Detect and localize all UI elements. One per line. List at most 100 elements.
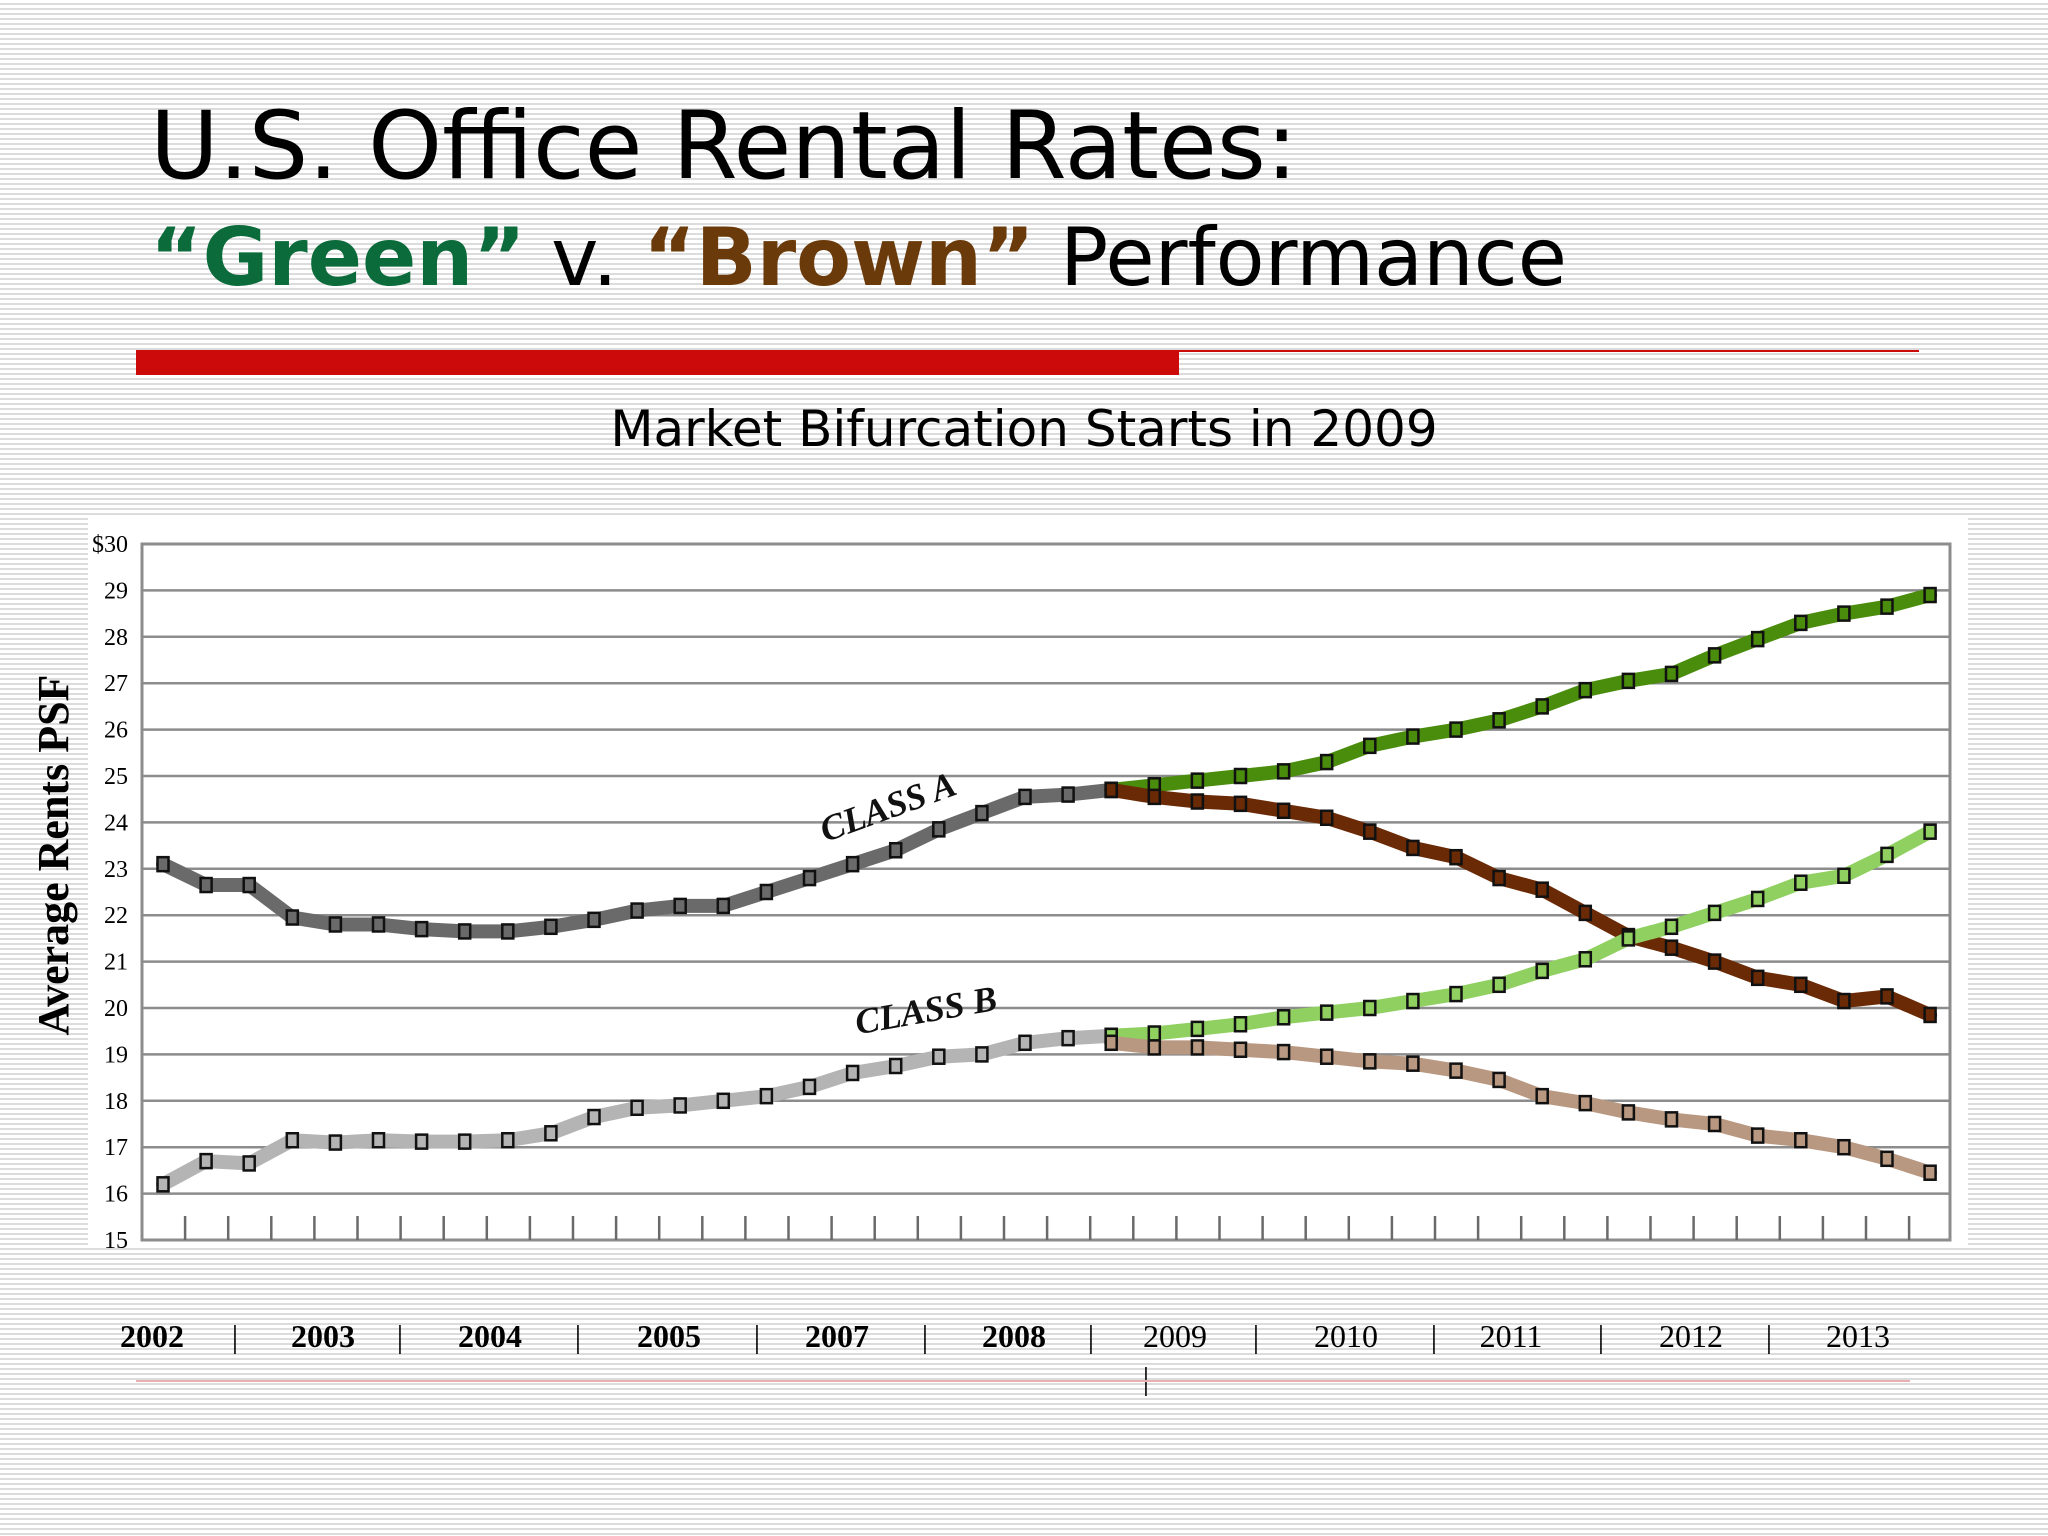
data-point: [1664, 918, 1679, 936]
year-label: 2008: [982, 1318, 1046, 1354]
data-point: [414, 920, 429, 938]
data-point: [1880, 988, 1894, 1005]
series-line: [1104, 782, 1938, 1022]
data-point: [1750, 890, 1765, 908]
data-point: [328, 1134, 343, 1151]
data-point: [802, 869, 817, 887]
data-point: [1449, 1062, 1463, 1079]
data-point: [1707, 1115, 1722, 1133]
data-point: [1406, 992, 1420, 1010]
data-point: [716, 897, 731, 915]
data-point: [1492, 869, 1506, 887]
year-label: 2013: [1826, 1318, 1890, 1354]
data-point: [1406, 839, 1420, 857]
data-point: [587, 1108, 601, 1126]
y-tick-label: 22: [104, 903, 128, 929]
data-point: [1233, 767, 1248, 785]
data-point: [1233, 1015, 1248, 1033]
data-point: [1664, 665, 1679, 683]
data-point: [1621, 930, 1636, 947]
data-point: [1578, 951, 1593, 968]
data-point: [1578, 904, 1593, 922]
data-point: [1794, 1131, 1808, 1149]
year-label: 2004: [458, 1318, 522, 1354]
data-point: [1363, 999, 1377, 1017]
year-separator: |: [1143, 1360, 1149, 1396]
year-label: 2010: [1314, 1318, 1378, 1354]
title-line1: U.S. Office Rental Rates:: [150, 92, 1298, 201]
data-point: [544, 1125, 558, 1142]
y-tick-label: 18: [104, 1089, 128, 1115]
y-axis-label: Average Rents PSF: [29, 675, 78, 1036]
data-point: [1880, 1150, 1894, 1168]
y-tick-label: 28: [104, 625, 128, 651]
year-label: 2009: [1143, 1318, 1207, 1354]
data-point: [1707, 953, 1722, 970]
y-tick-label: 25: [104, 764, 128, 790]
year-separator: |: [1766, 1318, 1772, 1354]
data-point: [1923, 586, 1937, 604]
data-point: [1190, 793, 1205, 810]
data-point: [1837, 867, 1851, 885]
data-point: [1535, 698, 1549, 715]
data-point: [285, 909, 300, 926]
data-point: [1319, 753, 1334, 771]
data-point: [975, 804, 989, 822]
data-point: [1104, 1034, 1118, 1052]
series-line: [1104, 824, 1938, 1043]
data-point: [845, 855, 860, 873]
data-point: [1147, 1039, 1162, 1056]
data-point: [457, 923, 472, 940]
title-brown-word: “Brown”: [643, 211, 1035, 304]
series-line: [1104, 1035, 1938, 1180]
data-point: [371, 1131, 386, 1149]
plot-frame: [140, 542, 1952, 1242]
data-point: [673, 1097, 687, 1114]
data-point: [932, 821, 946, 838]
data-point: [1664, 1111, 1679, 1128]
data-point: [759, 1087, 774, 1105]
y-tick-label: $30: [92, 532, 128, 558]
data-point: [1880, 846, 1894, 864]
title-versus: v.: [525, 211, 644, 304]
data-point: [328, 916, 343, 933]
data-point: [1794, 874, 1808, 891]
bottom-rule: [136, 1380, 1910, 1382]
year-separator: |: [1088, 1318, 1094, 1354]
data-point: [716, 1092, 731, 1110]
y-tick-label: 27: [104, 671, 128, 697]
data-point: [673, 897, 687, 915]
data-point: [1449, 721, 1463, 738]
year-separator: |: [1431, 1318, 1437, 1354]
data-point: [1707, 647, 1722, 664]
y-tick-label: 17: [104, 1135, 128, 1161]
data-point: [1449, 985, 1463, 1003]
year-separator: |: [232, 1318, 238, 1354]
title-green-word: “Green”: [150, 211, 526, 304]
data-point: [414, 1133, 429, 1150]
year-separator: |: [1598, 1318, 1604, 1354]
data-point: [845, 1064, 860, 1082]
data-point: [285, 1131, 300, 1149]
year-separator: |: [922, 1318, 928, 1354]
year-separator: |: [397, 1318, 403, 1354]
data-point: [1535, 881, 1549, 898]
data-point: [199, 876, 213, 894]
data-point: [1750, 630, 1765, 648]
data-point: [1535, 962, 1549, 980]
year-label: 2011: [1480, 1318, 1543, 1354]
data-point: [1923, 823, 1937, 840]
data-point: [242, 876, 256, 894]
data-point: [1621, 1104, 1636, 1121]
data-point: [1190, 1039, 1205, 1056]
year-label: 2003: [291, 1318, 355, 1354]
data-point: [1492, 1071, 1506, 1089]
data-point: [1319, 809, 1334, 827]
data-point: [1492, 712, 1506, 729]
year-separator: |: [1253, 1318, 1259, 1354]
data-point: [1276, 802, 1291, 820]
data-point: [1837, 992, 1851, 1010]
title-rest: Performance: [1034, 211, 1567, 304]
data-point: [1147, 1025, 1162, 1042]
data-point: [1233, 795, 1248, 813]
